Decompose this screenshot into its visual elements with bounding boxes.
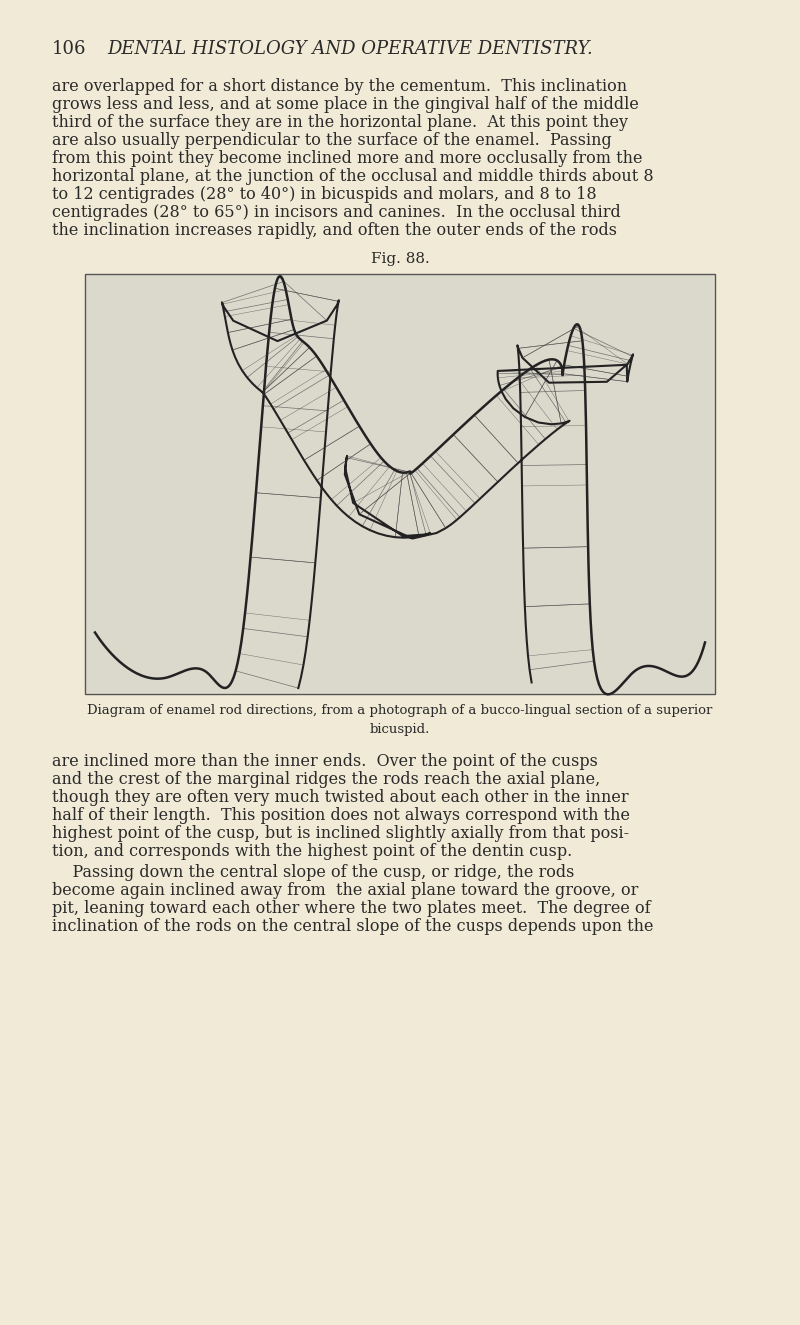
Text: centigrades (28° to 65°) in incisors and canines.  In the occlusal third: centigrades (28° to 65°) in incisors and… [52,204,621,221]
Text: are also usually perpendicular to the surface of the enamel.  Passing: are also usually perpendicular to the su… [52,132,612,150]
Text: though they are often very much twisted about each other in the inner: though they are often very much twisted … [52,788,629,806]
Text: Diagram of enamel rod directions, from a photograph of a bucco-lingual section o: Diagram of enamel rod directions, from a… [87,705,713,737]
Text: half of their length.  This position does not always correspond with the: half of their length. This position does… [52,807,630,824]
Text: and the crest of the marginal ridges the rods reach the axial plane,: and the crest of the marginal ridges the… [52,771,600,788]
Text: are inclined more than the inner ends.  Over the point of the cusps: are inclined more than the inner ends. O… [52,753,598,770]
Text: grows less and less, and at some place in the gingival half of the middle: grows less and less, and at some place i… [52,95,639,113]
Text: Fig. 88.: Fig. 88. [370,253,430,266]
Text: 106: 106 [52,40,86,58]
Text: horizontal plane, at the junction of the occlusal and middle thirds about 8: horizontal plane, at the junction of the… [52,168,654,186]
Text: tion, and corresponds with the highest point of the dentin cusp.: tion, and corresponds with the highest p… [52,843,572,860]
Text: pit, leaning toward each other where the two plates meet.  The degree of: pit, leaning toward each other where the… [52,900,650,917]
Bar [87,277,713,693]
Text: third of the surface they are in the horizontal plane.  At this point they: third of the surface they are in the hor… [52,114,628,131]
Text: from this point they become inclined more and more occlusally from the: from this point they become inclined mor… [52,150,642,167]
Text: inclination of the rods on the central slope of the cusps depends upon the: inclination of the rods on the central s… [52,918,654,935]
Text: highest point of the cusp, but is inclined slightly axially from that posi-: highest point of the cusp, but is inclin… [52,825,629,843]
Text: to 12 centigrades (28° to 40°) in bicuspids and molars, and 8 to 18: to 12 centigrades (28° to 40°) in bicusp… [52,187,597,203]
Text: DENTAL HISTOLOGY AND OPERATIVE DENTISTRY.: DENTAL HISTOLOGY AND OPERATIVE DENTISTRY… [107,40,593,58]
Text: Passing down the central slope of the cusp, or ridge, the rods: Passing down the central slope of the cu… [52,864,574,881]
Text: the inclination increases rapidly, and often the outer ends of the rods: the inclination increases rapidly, and o… [52,223,617,240]
Text: become again inclined away from  the axial plane toward the groove, or: become again inclined away from the axia… [52,882,638,900]
Text: are overlapped for a short distance by the cementum.  This inclination: are overlapped for a short distance by t… [52,78,627,95]
Bar [85,274,715,694]
